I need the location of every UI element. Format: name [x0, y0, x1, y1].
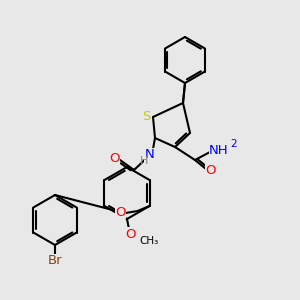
- Text: O: O: [115, 206, 126, 218]
- Text: O: O: [126, 227, 136, 241]
- Text: NH: NH: [209, 143, 229, 157]
- Text: 2: 2: [230, 139, 237, 149]
- Text: H: H: [140, 156, 148, 166]
- Text: S: S: [142, 110, 150, 124]
- Text: N: N: [145, 148, 155, 161]
- Text: O: O: [206, 164, 216, 178]
- Text: O: O: [109, 152, 119, 164]
- Text: CH₃: CH₃: [139, 236, 158, 246]
- Text: Br: Br: [48, 254, 62, 268]
